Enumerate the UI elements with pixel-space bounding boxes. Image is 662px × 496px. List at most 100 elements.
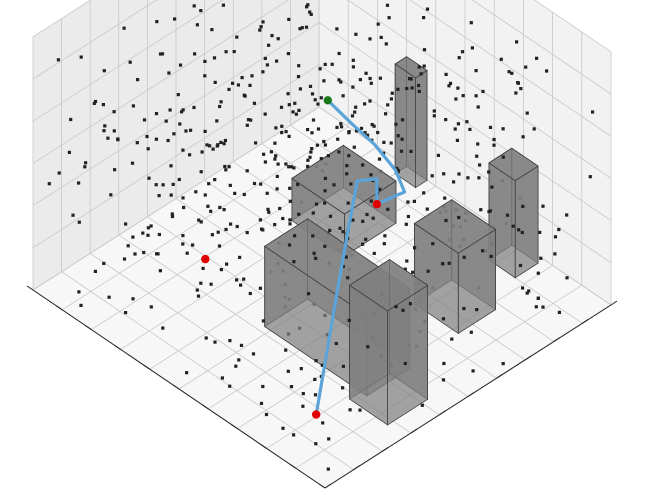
obstacle-point — [447, 84, 451, 88]
obstacle-point — [191, 243, 195, 247]
obstacle-point — [306, 3, 310, 7]
obstacle-point — [67, 150, 71, 154]
obstacle-point — [269, 150, 273, 154]
obstacle-point — [219, 100, 223, 104]
obstacle-point — [267, 210, 271, 214]
obstacle-point — [154, 137, 158, 141]
obstacle-point — [275, 174, 279, 178]
obstacle-point — [454, 97, 458, 101]
obstacle-point — [314, 442, 318, 446]
obstacle-point — [524, 65, 528, 69]
obstacle-point — [479, 208, 483, 212]
obstacle-point — [457, 172, 461, 176]
obstacle-point — [178, 63, 183, 67]
obstacle-point — [56, 58, 60, 62]
obstacle-point — [248, 83, 252, 87]
obstacle-point — [351, 58, 355, 62]
obstacle-point — [466, 176, 470, 180]
obstacle-point — [328, 228, 332, 232]
obstacle-point — [251, 352, 256, 356]
obstacle-point — [227, 165, 231, 169]
obstacle-point — [184, 129, 188, 133]
obstacle-point — [306, 292, 311, 296]
obstacle-point — [327, 437, 331, 441]
obstacle-point — [160, 52, 165, 56]
obstacle-point — [300, 26, 304, 30]
obstacle-point — [205, 143, 209, 147]
obstacle-point — [281, 216, 285, 221]
obstacle-point — [228, 339, 232, 343]
obstacle-point — [116, 138, 120, 142]
obstacle-point — [444, 218, 448, 223]
obstacle-point — [313, 393, 318, 397]
obstacle-point — [386, 103, 390, 107]
obstacle-point — [314, 202, 319, 206]
obstacle-point — [318, 67, 322, 71]
obstacle-point — [517, 228, 521, 232]
obstacle-point — [171, 182, 175, 186]
obstacle-point — [430, 174, 434, 178]
obstacle-point — [242, 277, 246, 281]
obstacle-point — [409, 149, 413, 153]
obstacle-point — [330, 62, 334, 66]
obstacle-point — [461, 94, 465, 98]
obstacle-point — [287, 243, 292, 247]
obstacle-point — [379, 35, 383, 39]
obstacle-point — [447, 261, 451, 265]
obstacle-point — [390, 91, 394, 95]
obstacle-point — [488, 125, 493, 129]
y-tick — [353, 465, 360, 471]
obstacle-point — [382, 140, 386, 144]
obstacle-point — [323, 201, 327, 205]
obstacle-point — [520, 230, 524, 235]
obstacle-point — [442, 172, 446, 176]
obstacle-point — [521, 204, 525, 208]
obstacle-point — [113, 168, 117, 172]
obstacle-point — [366, 345, 370, 349]
obstacle-point — [157, 232, 161, 237]
obstacle-point — [276, 37, 280, 41]
obstacle-point — [232, 50, 236, 54]
obstacle-point — [169, 193, 173, 197]
obstacle-point — [180, 110, 184, 114]
obstacle-point — [284, 348, 288, 352]
obstacle-point — [417, 65, 421, 69]
obstacle-point — [507, 70, 511, 74]
obstacle-point — [308, 84, 313, 88]
obstacle-point — [206, 204, 210, 208]
obstacle-point — [541, 305, 545, 309]
obstacle-point — [341, 264, 345, 269]
obstacle-point — [199, 220, 203, 224]
obstacle-point — [306, 128, 310, 132]
obstacle-point — [291, 110, 295, 114]
obstacle-point — [93, 269, 97, 273]
obstacle-point — [399, 149, 404, 153]
obstacle-point — [219, 268, 223, 272]
obstacle-point — [77, 181, 81, 185]
obstacle-point — [301, 404, 305, 408]
obstacle-point — [83, 165, 87, 169]
obstacle-point — [286, 369, 290, 373]
obstacle-point — [505, 213, 510, 217]
obstacle-point — [518, 263, 523, 268]
x-tick — [201, 404, 209, 410]
obstacle-point — [553, 252, 557, 256]
x-tick — [26, 285, 34, 291]
obstacle-point — [213, 80, 217, 84]
obstacle-point — [103, 124, 107, 128]
obstacle-point — [154, 112, 159, 116]
obstacle-point — [229, 222, 233, 226]
obstacle-point — [448, 81, 453, 85]
obstacle-point — [395, 166, 399, 170]
obstacle-point — [252, 101, 256, 105]
obstacle-point — [411, 270, 415, 274]
obstacle-point — [161, 326, 165, 330]
obstacle-point — [208, 144, 212, 148]
obstacle-point — [297, 212, 301, 216]
obstacle-point — [309, 150, 313, 154]
obstacle-point — [545, 69, 549, 73]
obstacle-point — [265, 191, 269, 195]
obstacle-point — [337, 78, 341, 82]
obstacle-point — [383, 234, 387, 238]
obstacle-point — [178, 122, 182, 126]
